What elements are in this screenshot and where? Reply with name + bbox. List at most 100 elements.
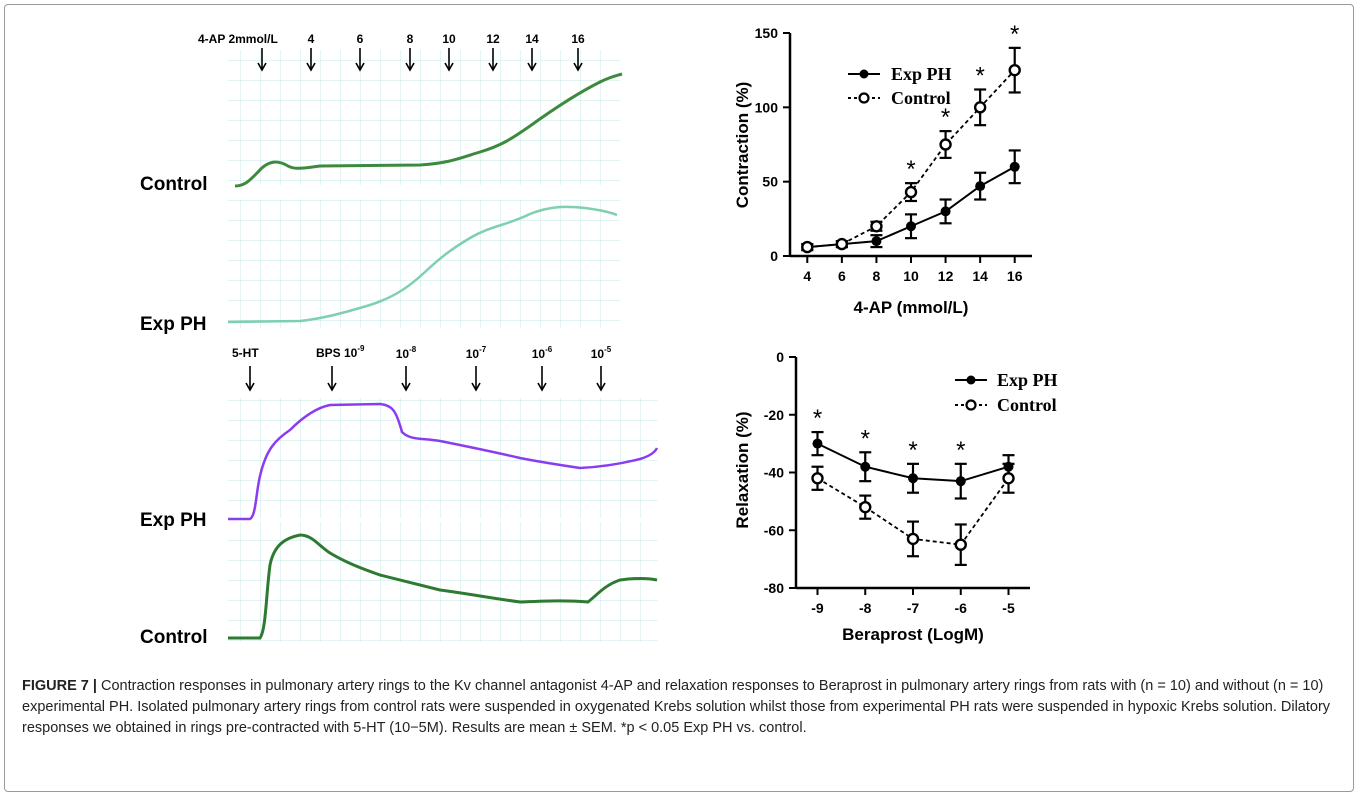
dose-arrow-head: [355, 62, 365, 72]
figure-panels: 4-AP 2mmol/L 4 6 8 10 12 14 16 Control Exp PH …: [140, 21, 1058, 648]
legend: Exp PH Control: [955, 370, 1058, 415]
data-point-control: [973, 101, 987, 114]
data-point-control: [811, 472, 824, 485]
dose-arrow-head: [405, 62, 415, 72]
significance-star: *: [956, 437, 965, 464]
y-tick-label: 150: [755, 25, 779, 41]
dose-arrow-start-head: [257, 62, 267, 72]
trace-control-beraprost: [228, 533, 658, 640]
data-point-expph: [940, 206, 951, 217]
legend-marker-expph: [859, 69, 869, 79]
data-point-expph: [812, 438, 823, 449]
legend-marker-control: [858, 92, 870, 104]
x-tick-label: -8: [859, 600, 872, 616]
x-tick-label: 10: [903, 268, 919, 284]
legend: Exp PH Control: [848, 64, 952, 108]
data-point-expph: [1009, 161, 1020, 172]
legend-label-expph: Exp PH: [891, 64, 952, 84]
trace-grid-expph-bottom: [228, 398, 658, 518]
chart-relaxation: 0-20-40-60-80 -9 -8 -7 -6 -5 Relaxation (%) …: [733, 349, 1058, 644]
significance-layer: * * * *: [906, 21, 1019, 183]
x-ticks: 4 6 8 10 12 14 16: [803, 256, 1023, 284]
legend-label-expph: Exp PH: [997, 370, 1058, 390]
significance-star: *: [941, 104, 950, 131]
agent-label-4ap: 4-AP 2mmol/L: [198, 32, 278, 46]
significance-star: *: [975, 62, 984, 89]
y-tick-label: -80: [764, 580, 784, 596]
dose-arrow-head: [488, 62, 498, 72]
caption-text: Contraction responses in pulmonary arter…: [22, 678, 1331, 736]
significance-star: *: [1010, 21, 1019, 48]
y-ticks: 0 50 100 150: [755, 25, 790, 264]
trace-row-label-control-top: Control: [140, 174, 208, 195]
legend-label-control: Control: [891, 88, 951, 108]
significance-star: *: [906, 156, 915, 183]
dose-arrow-5ht-head: [245, 382, 255, 392]
dose-arrows-beraprost: 10-8 10-7 10-6 10-5: [245, 345, 612, 392]
data-point-control: [904, 185, 918, 199]
trace-row-label-expph-bottom: Exp PH: [140, 510, 207, 531]
dose-arrows-4ap: 4 6 8 10 12 14 16: [257, 32, 585, 72]
dose-label: 16: [571, 32, 585, 46]
significance-star: *: [908, 437, 917, 464]
dose-arrow-head: [596, 382, 606, 392]
data-point-control: [1002, 472, 1015, 485]
dose-arrow-head: [306, 62, 316, 72]
x-tick-label: -9: [811, 600, 824, 616]
x-tick-label: 12: [938, 268, 954, 284]
dose-arrow-head: [401, 382, 411, 392]
dose-label: 8: [407, 32, 414, 46]
x-tick-label: 8: [873, 268, 881, 284]
trace-expph-4ap: [227, 205, 618, 324]
y-ticks: 0 -20 -40 -60 -80: [764, 349, 796, 596]
dose-arrow-head: [444, 62, 454, 72]
figure-frame: [4, 4, 1354, 792]
x-tick-label: 16: [1007, 268, 1023, 284]
data-point-control: [1008, 63, 1021, 77]
data-point-control: [870, 220, 883, 233]
data-point-control: [859, 500, 872, 514]
chart-contraction: 0 50 100 150 4 6 8 10 12 14 16 Contraction (%) 4-…: [733, 21, 1032, 317]
x-tick-label: 4: [803, 268, 811, 284]
significance-star: *: [861, 425, 870, 452]
data-point-control: [801, 240, 814, 254]
y-axis-label: Relaxation (%): [733, 411, 752, 528]
dose-arrow-bps-head: [327, 382, 337, 392]
x-axis-label: Beraprost (LogM): [842, 625, 984, 644]
dose-label: 10-8: [396, 345, 417, 361]
x-tick-label: 6: [838, 268, 846, 284]
data-point-control: [835, 237, 849, 251]
legend-label-control: Control: [997, 395, 1057, 415]
dose-arrow-head: [471, 382, 481, 392]
series-layer: [801, 46, 1021, 254]
data-point-control: [954, 538, 967, 551]
figure-caption: FIGURE 7 | Contraction responses in pulm…: [22, 676, 1338, 739]
y-tick-label: -40: [764, 465, 784, 481]
data-point-control: [939, 138, 952, 151]
significance-layer: * * * *: [813, 405, 966, 464]
data-point-expph: [908, 473, 918, 484]
trace-row-label-expph-top: Exp PH: [140, 314, 207, 335]
y-tick-label: 0: [776, 349, 784, 365]
agent-label-5ht: 5-HT: [232, 346, 259, 360]
dose-label: 6: [357, 32, 364, 46]
y-tick-label: 0: [770, 248, 778, 264]
legend-marker-expph: [966, 375, 976, 385]
y-tick-label: -60: [764, 522, 784, 538]
y-axis-label: Contraction (%): [733, 82, 752, 209]
data-point-expph: [906, 221, 916, 232]
trace-grid-control-bottom: [228, 522, 658, 642]
y-tick-label: 100: [755, 99, 779, 115]
trace-panel-beraprost: 5-HT BPS 10-9 10-8 10-7 10-6 10-5 Exp PH Co…: [140, 344, 659, 648]
trace-row-label-control-bottom: Control: [140, 627, 208, 648]
x-ticks: -9 -8 -7 -6 -5: [811, 588, 1015, 616]
data-point-expph: [975, 181, 986, 192]
trace-panel-4ap: 4-AP 2mmol/L 4 6 8 10 12 14 16 Control Exp PH: [140, 32, 623, 335]
x-axis-label: 4-AP (mmol/L): [854, 298, 969, 317]
trace-grid-control: [228, 50, 620, 185]
dose-arrow-head: [537, 382, 547, 392]
dose-arrow-head: [527, 62, 537, 72]
trace-grid-expph: [228, 200, 620, 328]
dose-label: 10-6: [532, 345, 553, 361]
data-point-control: [906, 532, 920, 546]
